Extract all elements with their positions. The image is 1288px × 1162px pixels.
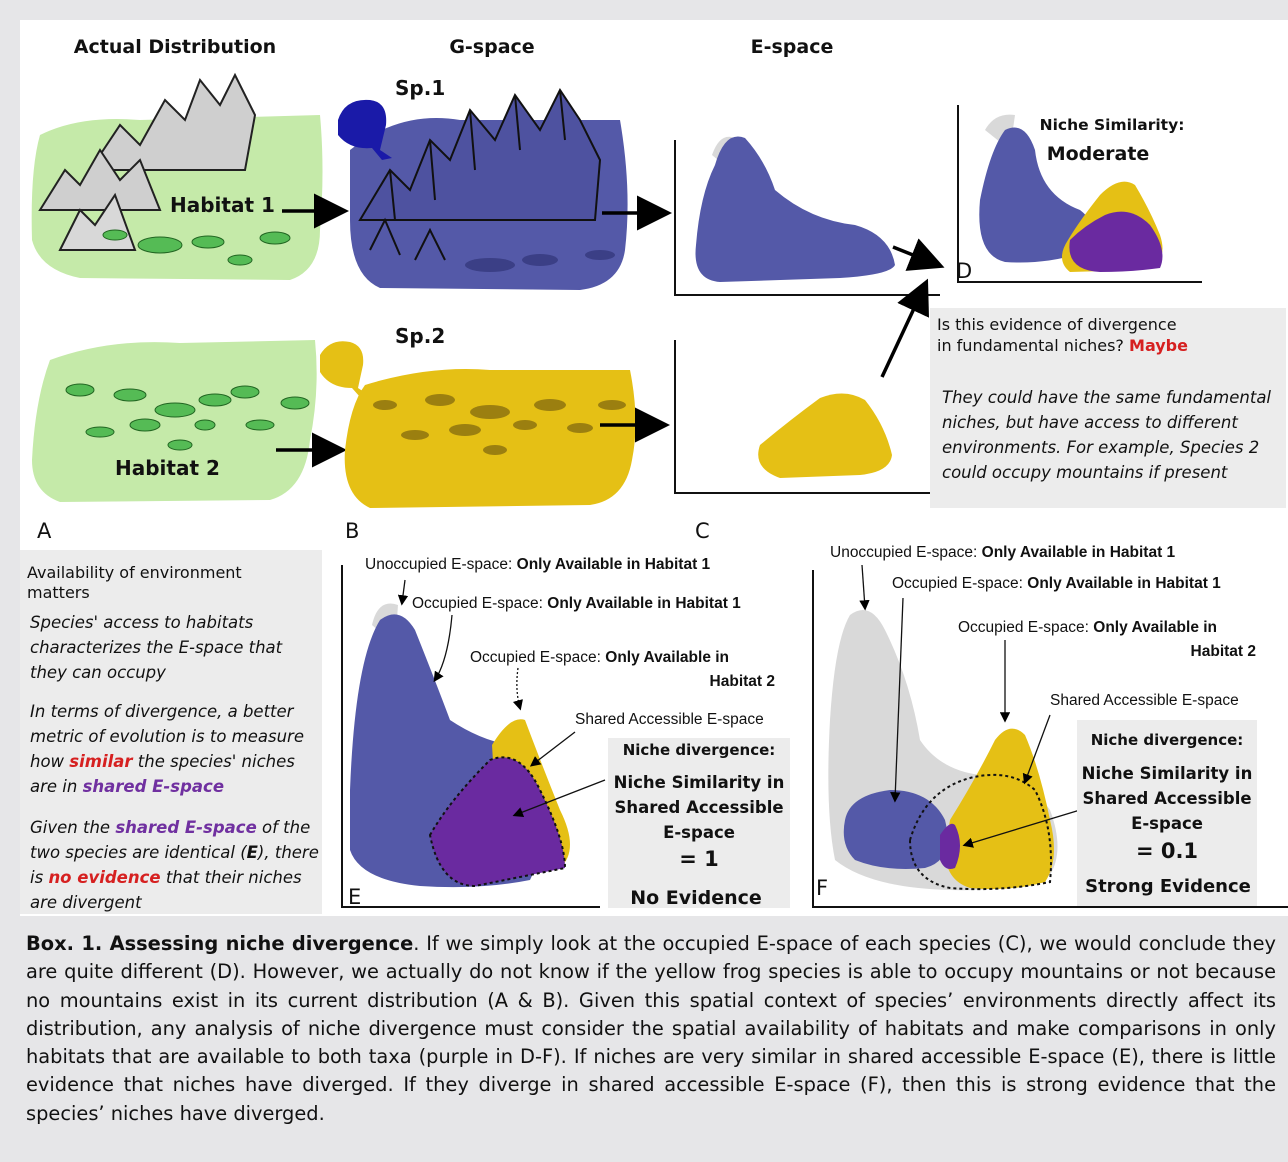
habitat1-label: Habitat 1 (170, 193, 275, 217)
left-p3-2: two species are identical (E), there (30, 843, 319, 862)
left-title-line2: matters (27, 583, 90, 602)
f-box-line2: Shared Accessible (1082, 789, 1251, 808)
panel-letter-f: F (816, 876, 828, 900)
f-box-line3: E-space (1131, 814, 1203, 833)
habitat2-label: Habitat 2 (115, 456, 220, 480)
panel-letter-d: D (956, 259, 972, 283)
frog-sp2-icon (320, 341, 370, 397)
panel-letter-c: C (695, 519, 710, 543)
e-box-line3: E-space (663, 823, 735, 842)
e-box-value: = 1 (679, 847, 719, 871)
question-body-4: could occupy mountains if present (942, 463, 1228, 482)
figure: Actual Distribution G-space E-space Habi… (20, 20, 1288, 916)
gspace-sp2: Sp.2 (320, 324, 636, 508)
question-box: Is this evidence of divergence in fundam… (930, 308, 1286, 508)
f-box-verdict: Strong Evidence (1085, 876, 1251, 897)
f-occupied2-label: Occupied E-space: Only Available in (958, 619, 1217, 636)
f-box-value: = 0.1 (1136, 839, 1198, 863)
question-body-2: niches, but have access to different (942, 413, 1238, 432)
frog-sp1-icon (338, 99, 392, 160)
left-p2-3: how similar the species' niches (30, 752, 295, 771)
e-occupied2-label-2: Habitat 2 (710, 673, 775, 690)
left-p2-2: metric of evolution is to measure (30, 727, 304, 746)
panel-letter-b: B (345, 519, 359, 543)
box-d-title-line2: Moderate (1047, 143, 1150, 165)
left-p2-1: In terms of divergence, a better (30, 702, 295, 721)
habitat2-map: Habitat 2 (32, 340, 317, 502)
header-actual-distribution: Actual Distribution (74, 36, 276, 58)
e-box-line2: Shared Accessible (614, 798, 783, 817)
left-p3-3: is no evidence that their niches (30, 868, 302, 887)
left-p1-3: they can occupy (30, 663, 166, 682)
espace-c1-plot (674, 136, 940, 296)
arrow-c2-to-d (880, 278, 929, 378)
caption-text: . If we simply look at the occupied E-sp… (26, 932, 1276, 1125)
left-p3-1: Given the shared E-space of the (30, 818, 310, 837)
f-occupied1-label: Occupied E-space: Only Available in Habi… (892, 575, 1221, 592)
maybe-answer: Maybe (1129, 336, 1188, 355)
e-shared-label: Shared Accessible E-space (575, 711, 764, 728)
box-d-title-line1: Niche Similarity: (1040, 116, 1185, 134)
left-p2-4: are in shared E-space (30, 777, 224, 796)
f-occupied2-label-2: Habitat 2 (1191, 643, 1256, 660)
figure-svg: Actual Distribution G-space E-space Habi… (20, 36, 1288, 914)
left-p1-2: characterizes the E-space that (30, 638, 283, 657)
f-box-line1: Niche Similarity in (1082, 764, 1253, 783)
left-title-line1: Availability of environment (27, 563, 242, 582)
figure-caption: Box. 1. Assessing niche divergence. If w… (26, 930, 1276, 1128)
gspace-sp1: Sp.1 (338, 76, 628, 290)
f-unoccupied-label: Unoccupied E-space: Only Available in Ha… (830, 544, 1176, 561)
sp1-label: Sp.1 (395, 76, 445, 100)
header-e-space: E-space (751, 36, 834, 58)
box-d: Niche Similarity: Moderate D (956, 105, 1202, 283)
e-box-verdict: No Evidence (630, 887, 762, 909)
panel-f: Unoccupied E-space: Only Available in Ha… (812, 544, 1288, 908)
e-box-title: Niche divergence: (623, 741, 776, 759)
espace-c2-plot (674, 340, 940, 494)
question-body-3: environments. For example, Species 2 (942, 438, 1259, 457)
arrow-c1-to-d (892, 238, 945, 271)
panel-letter-a: A (37, 519, 52, 543)
panel-letter-e: E (348, 885, 361, 909)
caption-bold: Box. 1. Assessing niche divergence (26, 932, 414, 955)
question-body-1: They could have the same fundamental (942, 388, 1271, 407)
e-box-line1: Niche Similarity in (614, 773, 785, 792)
left-info-box: Availability of environment matters Spec… (20, 550, 322, 914)
left-p1-1: Species' access to habitats (30, 613, 254, 632)
e-unoccupied-label: Unoccupied E-space: Only Available in Ha… (365, 556, 711, 573)
question-line2: in fundamental niches? Maybe (937, 336, 1188, 355)
header-g-space: G-space (449, 36, 534, 58)
f-shared-label: Shared Accessible E-space (1050, 692, 1239, 709)
habitat1-map: Habitat 1 (31, 72, 323, 280)
left-p3-4: are divergent (30, 893, 142, 912)
question-line1: Is this evidence of divergence (937, 315, 1177, 334)
panel-e: Unoccupied E-space: Only Available in Ha… (341, 556, 790, 909)
e-occupied1-label: Occupied E-space: Only Available in Habi… (412, 595, 741, 612)
f-box-title: Niche divergence: (1091, 731, 1244, 749)
sp2-label: Sp.2 (395, 324, 445, 348)
e-occupied2-label: Occupied E-space: Only Available in (470, 649, 729, 666)
